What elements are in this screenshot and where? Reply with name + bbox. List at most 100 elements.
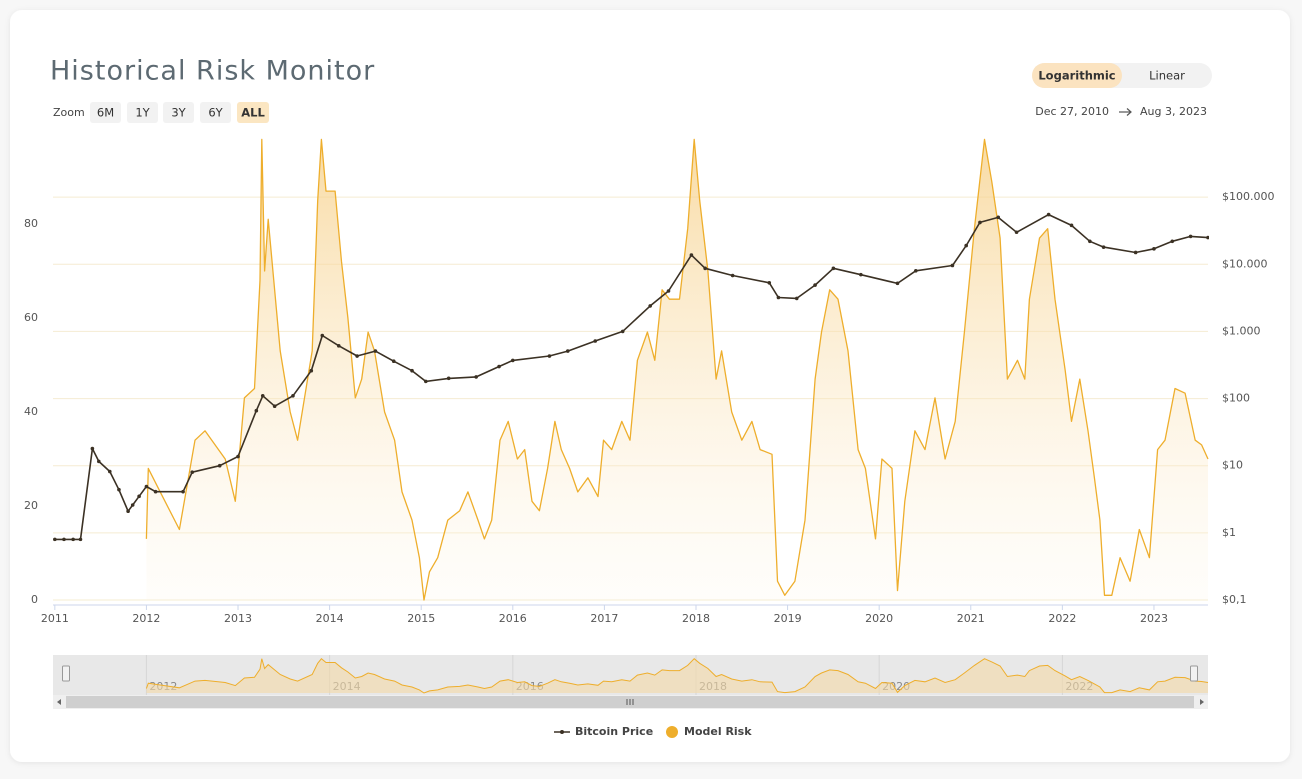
price-point <box>689 253 694 257</box>
navigator-handle[interactable] <box>62 665 70 682</box>
price-point <box>217 463 222 468</box>
price-point <box>309 368 314 373</box>
risk-line <box>145 138 1209 601</box>
price-point <box>272 404 277 408</box>
date-to: Aug 3, 2023 <box>1140 105 1207 118</box>
zoom-button[interactable] <box>237 102 269 123</box>
x-tick-label: 2022 <box>1048 612 1076 625</box>
zoom-button[interactable] <box>90 102 121 123</box>
price-point <box>190 470 195 475</box>
price-point <box>593 339 598 343</box>
legend-symbol-dot <box>560 730 564 734</box>
price-point <box>53 537 57 542</box>
price-point <box>1046 212 1051 217</box>
price-point <box>391 359 396 364</box>
price-point <box>703 266 707 271</box>
zoom-button-label: 1Y <box>135 106 150 120</box>
date-from: Dec 27, 2010 <box>1035 105 1109 118</box>
price-point <box>1088 239 1092 244</box>
x-tick-label: 2021 <box>957 612 985 625</box>
price-point <box>181 489 185 494</box>
x-tick-label: 2017 <box>590 612 618 625</box>
zoom-button-label: 3Y <box>171 106 186 120</box>
y2-tick-label: $10 <box>1222 459 1243 472</box>
price-point <box>78 537 83 542</box>
price-point <box>62 537 66 542</box>
price-point <box>547 354 552 358</box>
x-tick-label: 2020 <box>865 612 893 625</box>
price-point <box>950 263 955 268</box>
price-point <box>730 273 735 278</box>
legend: Bitcoin Price Model Risk <box>554 725 752 738</box>
x-tick-label: 2012 <box>132 612 160 625</box>
y2-tick-label: $100.000 <box>1222 190 1275 203</box>
price-point <box>1170 239 1175 244</box>
price-point <box>859 272 863 277</box>
price-point <box>964 243 968 248</box>
zoom-button-label: 6Y <box>208 106 223 120</box>
price-point <box>260 393 265 398</box>
price-point <box>996 215 1001 220</box>
y-tick-label: 40 <box>24 405 38 418</box>
price-point <box>895 281 900 286</box>
price-point <box>1014 230 1019 235</box>
plot-area <box>53 138 1209 601</box>
navigator-line <box>145 657 1209 694</box>
scale-button-label: Logarithmic <box>1038 69 1115 83</box>
zoom-button[interactable] <box>200 102 231 123</box>
price-point <box>1206 235 1209 240</box>
x-tick-label: 2016 <box>499 612 527 625</box>
y2-tick-label: $10.000 <box>1222 257 1268 270</box>
zoom-button[interactable] <box>163 102 194 123</box>
x-tick-label: 2014 <box>316 612 344 625</box>
x-tick-label: 2011 <box>41 612 69 625</box>
page-title: Historical Risk Monitor <box>50 56 375 87</box>
price-point <box>144 484 149 489</box>
price-point <box>1101 245 1106 249</box>
price-point <box>666 289 671 293</box>
y-tick-label: 0 <box>31 593 38 606</box>
price-point <box>831 266 836 271</box>
y2-tick-label: $100 <box>1222 392 1250 405</box>
price-point <box>107 469 112 474</box>
risk-area <box>146 139 1208 600</box>
price-point <box>291 393 295 398</box>
scale-button-label: Linear <box>1149 69 1185 83</box>
y2-tick-label: $1 <box>1222 526 1236 539</box>
price-point <box>1133 250 1138 255</box>
legend-label[interactable]: Bitcoin Price <box>575 725 653 738</box>
y-tick-label: 80 <box>24 217 38 230</box>
price-line <box>54 213 1209 541</box>
zoom-button-label: 6M <box>97 106 114 120</box>
y2-tick-label: $0,1 <box>1222 593 1247 606</box>
y-tick-label: 60 <box>24 311 38 324</box>
price-point <box>1152 247 1156 251</box>
price-point <box>236 454 240 459</box>
scale-button[interactable] <box>1032 63 1122 88</box>
price-point <box>1069 223 1074 228</box>
price-point <box>336 344 341 348</box>
price-point <box>126 509 130 514</box>
scroll-right[interactable] <box>1200 699 1204 705</box>
scroll-left[interactable] <box>57 699 61 705</box>
zoom-button[interactable] <box>127 102 158 123</box>
navigator-handle[interactable] <box>1190 665 1198 682</box>
scale-group: Logarithmic Linear <box>1032 63 1185 88</box>
price-point <box>446 376 451 381</box>
x-tick-label: 2013 <box>224 612 252 625</box>
price-point <box>71 537 75 542</box>
zoom-group: 6M 1Y 3Y 6Y ALL <box>90 102 269 123</box>
navigator-area <box>146 658 1208 693</box>
price-point <box>1188 234 1193 239</box>
price-point <box>794 296 799 301</box>
price-point <box>813 283 817 287</box>
scrollbar-grip <box>626 699 634 705</box>
price-point <box>648 304 652 308</box>
price-point <box>620 329 625 334</box>
date-arrow <box>1119 108 1132 116</box>
legend-symbol <box>666 726 678 738</box>
price-point <box>153 489 158 494</box>
zoom-button-label: ALL <box>241 106 265 120</box>
legend-label[interactable]: Model Risk <box>684 725 752 738</box>
